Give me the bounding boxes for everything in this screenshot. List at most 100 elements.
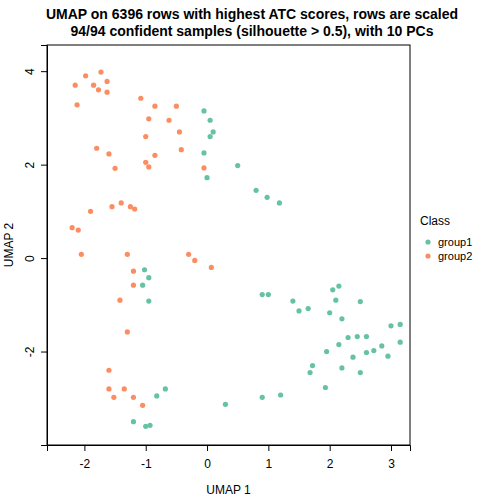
point (339, 316, 344, 321)
x-tick-label: -2 (80, 457, 91, 471)
point (260, 395, 265, 400)
point (201, 150, 206, 155)
x-tick: 0 (204, 445, 211, 471)
x-tick: -2 (80, 445, 91, 471)
y-tick-mark (41, 258, 47, 259)
point (307, 370, 312, 375)
x-tick-label: -1 (141, 457, 152, 471)
point (146, 298, 151, 303)
point (106, 386, 111, 391)
point (109, 204, 114, 209)
point (88, 209, 93, 214)
point (174, 104, 179, 109)
point (290, 298, 295, 303)
y-axis-title: UMAP 2 (2, 222, 16, 267)
plot-frame (47, 45, 410, 445)
point (98, 70, 103, 75)
point (179, 147, 184, 152)
point (324, 349, 329, 354)
point (208, 118, 213, 123)
x-axis-title: UMAP 1 (206, 483, 251, 497)
point (379, 343, 384, 348)
point (147, 423, 152, 428)
point (76, 227, 81, 232)
point (201, 108, 206, 113)
point (201, 165, 206, 170)
point (186, 252, 191, 257)
point (74, 102, 79, 107)
x-tick: 1 (266, 445, 273, 471)
point (266, 292, 271, 297)
point (119, 200, 124, 205)
x-tick-label: 2 (327, 457, 334, 471)
point (140, 403, 145, 408)
point (235, 163, 240, 168)
x-tick-mark (84, 445, 85, 451)
legend-label: group2 (438, 250, 472, 262)
point (122, 386, 127, 391)
point (138, 96, 143, 101)
x-tick-mark (146, 445, 147, 451)
point (388, 323, 393, 328)
point (143, 134, 148, 139)
x-tick: 3 (388, 445, 395, 471)
point (125, 252, 130, 257)
point (208, 134, 213, 139)
y-tick-mark (41, 352, 47, 353)
points (70, 70, 403, 429)
point (146, 164, 151, 169)
point (350, 355, 355, 360)
point (339, 365, 344, 370)
point (364, 334, 369, 339)
y-tick-label: 2 (23, 161, 37, 168)
point (106, 368, 111, 373)
chart: UMAP on 6396 rows with highest ATC score… (0, 0, 504, 504)
point (132, 206, 137, 211)
point (131, 419, 136, 424)
point (278, 392, 283, 397)
x-axis-line (48, 446, 411, 452)
point (306, 306, 311, 311)
point (398, 322, 403, 327)
point (152, 153, 157, 158)
point (260, 292, 265, 297)
legend-marker (425, 253, 430, 258)
point (310, 363, 315, 368)
point (112, 166, 117, 171)
point (96, 87, 101, 92)
point (152, 104, 157, 109)
point (204, 175, 209, 180)
point (223, 402, 228, 407)
y-tick: -2 (23, 346, 47, 357)
point (143, 424, 148, 429)
point (125, 329, 130, 334)
point (70, 225, 75, 230)
point (79, 252, 84, 257)
point (163, 386, 168, 391)
x-tick-mark (268, 445, 269, 451)
point (104, 79, 109, 84)
y-axis: -2024 (23, 46, 48, 446)
point (177, 129, 182, 134)
y-tick: 2 (23, 161, 47, 168)
point (111, 395, 116, 400)
y-tick-label: -2 (23, 346, 37, 357)
point (358, 370, 363, 375)
title: UMAP on 6396 rows with highest ATC score… (46, 6, 458, 22)
legend-marker (425, 239, 430, 244)
point (83, 73, 88, 78)
point (327, 310, 332, 315)
point (253, 188, 258, 193)
y-tick: 0 (23, 255, 47, 262)
point (106, 151, 111, 156)
point (277, 200, 282, 205)
point (94, 146, 99, 151)
point (154, 393, 159, 398)
subtitle: 94/94 confident samples (silhouette > 0.… (71, 23, 434, 39)
x-tick: 2 (327, 445, 334, 471)
point (371, 348, 376, 353)
point (364, 350, 369, 355)
point (131, 283, 136, 288)
point (330, 287, 335, 292)
x-axis: -2 -1 0 1 2 3 (48, 445, 411, 471)
